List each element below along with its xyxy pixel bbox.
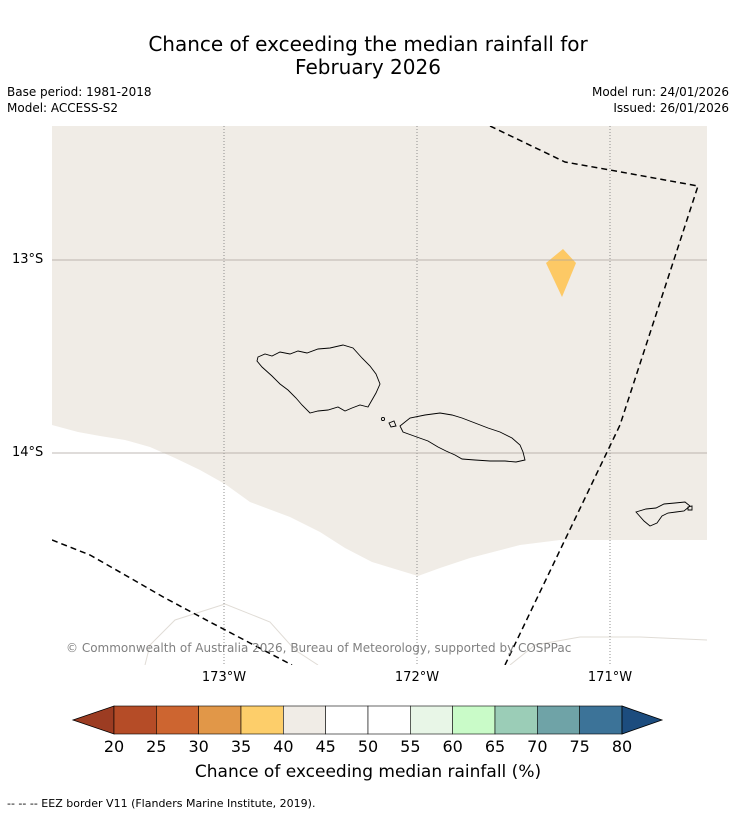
issued-text: Issued: 26/01/2026	[613, 101, 729, 115]
lat-label-14s: 14°S	[12, 445, 44, 460]
colorbar-tick-label: 30	[188, 737, 209, 756]
islet	[380, 416, 386, 422]
hotspot-fill	[546, 249, 576, 297]
colorbar-bin	[494, 705, 538, 735]
colorbar-bin	[537, 705, 580, 735]
aunuu-islet	[687, 505, 693, 511]
colorbar-bin	[240, 705, 284, 735]
colorbar-bin	[410, 705, 453, 735]
colorbar-label: Chance of exceeding median rainfall (%)	[194, 762, 542, 782]
colorbar-tick-label: 35	[230, 737, 252, 756]
colorbar-tick-label: 50	[357, 737, 379, 756]
colorbar-bin	[198, 705, 242, 735]
colorbar-bin	[283, 705, 326, 735]
map-title-line1: Chance of exceeding the median rainfall …	[148, 32, 588, 56]
colorbar-tick-label: 65	[484, 737, 506, 756]
lat-label-13s: 13°S	[12, 252, 44, 267]
colorbar-tick-label: 70	[527, 737, 548, 756]
colorbar-tick-label: 75	[569, 737, 590, 756]
colorbar-bin	[367, 705, 411, 735]
savaii-island-coastline	[256, 344, 381, 414]
manono-islet	[388, 420, 397, 428]
colorbar-bin	[452, 705, 496, 735]
model-text: Model: ACCESS-S2	[7, 101, 119, 115]
colorbar-bin	[325, 705, 369, 735]
colorbar-tick-label: 25	[146, 737, 167, 756]
map-title-line2: February 2026	[295, 55, 441, 79]
tutuila-island-coastline	[635, 501, 691, 527]
colorbar-tick-label: 55	[400, 737, 421, 756]
colorbar-bin	[113, 705, 157, 735]
colorbar-tick-label: 40	[273, 737, 294, 756]
copyright-text: © Commonwealth of Australia 2026, Bureau…	[66, 641, 572, 655]
region-fill	[52, 126, 707, 576]
lon-label-172w: 172°W	[394, 670, 440, 685]
eez-footnote: -- -- -- EEZ border V11 (Flanders Marine…	[7, 797, 316, 810]
faint-boundary	[144, 603, 319, 665]
colorbar-tick-label: 60	[442, 737, 463, 756]
faint-boundary-east	[509, 636, 707, 665]
eez-border-northeast	[489, 126, 699, 665]
upolu-island-coastline	[399, 412, 526, 463]
colorbar-tick-label: 80	[611, 737, 633, 756]
colorbar-bin	[579, 705, 623, 735]
model-run-text: Model run: 24/01/2026	[591, 85, 729, 99]
colorbar-over-triangle	[621, 705, 664, 735]
colorbar-under-triangle	[71, 705, 115, 735]
lon-label-171w: 171°W	[587, 670, 633, 685]
base-period-text: Base period: 1981-2018	[7, 85, 152, 99]
colorbar-tick-label: 20	[103, 737, 125, 756]
eez-border-southwest	[52, 539, 293, 665]
colorbar-bin	[156, 705, 199, 735]
colorbar-tick-label: 45	[315, 737, 336, 756]
lon-label-173w: 173°W	[201, 670, 247, 685]
